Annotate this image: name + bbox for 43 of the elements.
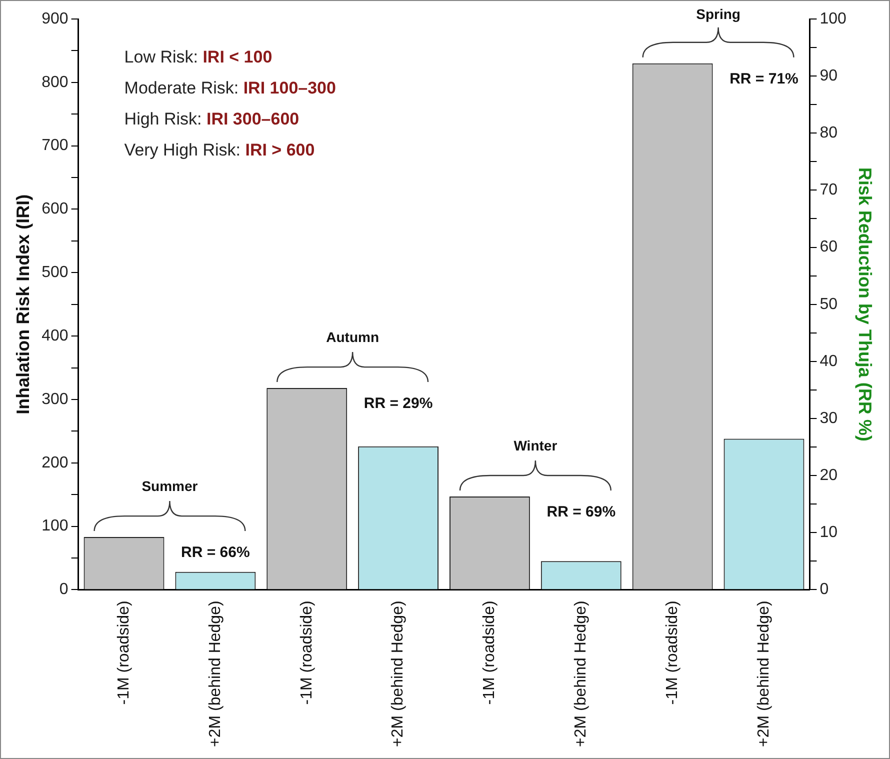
y2-tick-label: 50 (820, 296, 838, 313)
y2-tick-label: 20 (820, 466, 838, 484)
annotation: Very High Risk: IRI > 600 (124, 140, 315, 160)
y-axis-title: Inhalation Risk Index (IRI) (12, 194, 33, 414)
y-tick-label: 600 (42, 200, 68, 218)
y2-tick-label: 30 (820, 410, 838, 427)
annotation: Moderate Risk: IRI 100–300 (124, 78, 336, 98)
x-tick-label: -1M (roadside) (115, 600, 132, 705)
y-tick-label: 900 (42, 10, 68, 28)
x-tick-label: -1M (roadside) (481, 600, 498, 705)
annotation: Summer (142, 478, 198, 494)
annotation: High Risk: IRI 300–600 (124, 110, 300, 129)
y2-tick-label: 90 (820, 67, 838, 84)
x-tick-label: +2M (behind Hedge) (390, 600, 407, 747)
annotation: RR = 71% (730, 70, 798, 88)
y2-tick-label: 100 (820, 10, 846, 28)
y-tick-label: 700 (42, 137, 68, 154)
x-tick-label: +2M (behind Hedge) (755, 600, 772, 747)
y2-tick-label: 60 (820, 238, 838, 256)
x-tick-label: +2M (behind Hedge) (206, 600, 224, 747)
y-tick-label: 100 (42, 518, 68, 535)
y2-axis-title: Risk Reduction by Thuja (RR %) (855, 167, 876, 442)
y-tick-label: 500 (42, 264, 68, 282)
annotation: Low Risk: IRI < 100 (124, 48, 272, 67)
annotation: Autumn (326, 328, 380, 345)
y-tick-label: 400 (42, 327, 68, 344)
x-tick-label: -1M (roadside) (664, 600, 681, 705)
annotation: RR = 66% (181, 544, 250, 562)
x-tick-label: -1M (roadside) (298, 600, 316, 705)
y2-tick-label: 10 (820, 524, 838, 542)
y2-tick-label: 0 (820, 581, 829, 598)
y2-tick-label: 80 (820, 124, 838, 142)
annotation: Spring (696, 6, 740, 22)
y-tick-label: 800 (42, 74, 68, 91)
annotation: Winter (514, 437, 558, 454)
y-tick-label: 300 (42, 390, 68, 408)
annotation: RR = 29% (364, 395, 433, 412)
y2-tick-label: 70 (820, 182, 838, 199)
y-tick-label: 0 (59, 581, 68, 598)
annotation: RR = 69% (546, 504, 616, 521)
y2-tick-label: 40 (820, 352, 838, 370)
x-tick-label: +2M (behind Hedge) (572, 600, 590, 747)
y-tick-label: 200 (42, 454, 68, 472)
